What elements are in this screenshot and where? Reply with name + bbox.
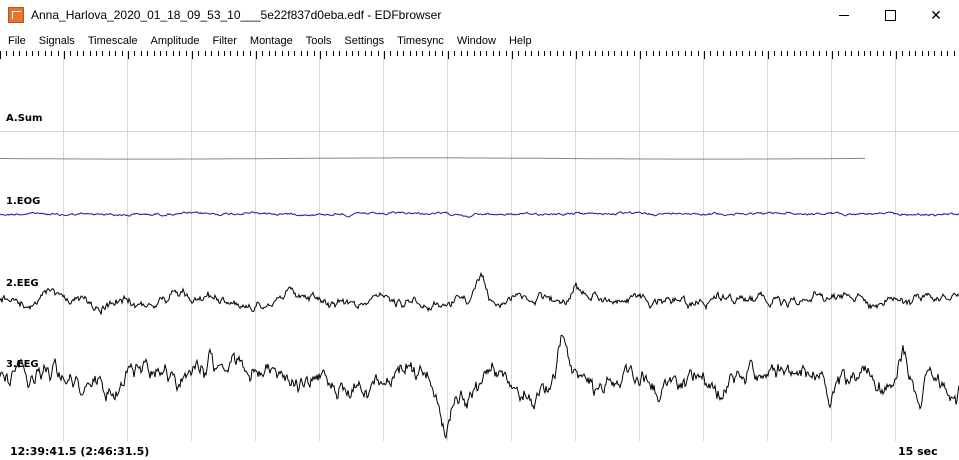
signal-label-eeg-2[interactable]: 2.EEG xyxy=(6,278,39,289)
signal-label-eeg-3[interactable]: 3.EEG xyxy=(6,359,39,370)
close-icon: ✕ xyxy=(930,7,942,23)
edfbrowser-app-icon[interactable] xyxy=(8,7,24,23)
minimize-button[interactable] xyxy=(821,0,867,31)
signal-trace-eog[interactable] xyxy=(0,211,959,219)
menu-timesync[interactable]: Timesync xyxy=(397,35,444,47)
signal-trace-eeg-3[interactable] xyxy=(0,334,959,440)
signal-label-a-sum[interactable]: A.Sum xyxy=(6,113,42,124)
menu-file[interactable]: File xyxy=(8,35,26,47)
menu-filter[interactable]: Filter xyxy=(212,35,237,47)
time-position-readout: 12:39:41.5 (2:46:31.5) xyxy=(10,445,149,458)
minimize-icon xyxy=(839,15,849,16)
menu-settings[interactable]: Settings xyxy=(344,35,385,47)
timescale-readout: 15 sec xyxy=(898,445,938,458)
time-grid xyxy=(0,51,959,441)
menu-amplitude[interactable]: Amplitude xyxy=(150,35,200,47)
signal-label-eog[interactable]: 1.EOG xyxy=(6,196,40,207)
signal-display-area[interactable]: A.Sum 1.EOG 2.EEG 3.EEG 12:39:41.5 (2:46… xyxy=(0,51,959,460)
menu-timescale[interactable]: Timescale xyxy=(87,35,138,47)
close-button[interactable]: ✕ xyxy=(913,0,959,31)
menu-montage[interactable]: Montage xyxy=(249,35,293,47)
menu-signals[interactable]: Signals xyxy=(38,35,75,47)
signal-trace-a-sum[interactable] xyxy=(0,157,865,160)
menu-help[interactable]: Help xyxy=(508,35,532,47)
title-bar: Anna_Harlova_2020_01_18_09_53_10___5e22f… xyxy=(0,0,959,31)
menu-tools[interactable]: Tools xyxy=(305,35,332,47)
maximize-button[interactable] xyxy=(867,0,913,31)
menu-window[interactable]: Window xyxy=(456,35,496,47)
time-ruler xyxy=(0,51,955,59)
signal-trace-eeg-2[interactable] xyxy=(0,271,959,315)
window-title: Anna_Harlova_2020_01_18_09_53_10___5e22f… xyxy=(31,8,442,22)
maximize-icon xyxy=(884,10,896,21)
menu-bar: File Signals Timescale Amplitude Filter … xyxy=(0,31,959,51)
